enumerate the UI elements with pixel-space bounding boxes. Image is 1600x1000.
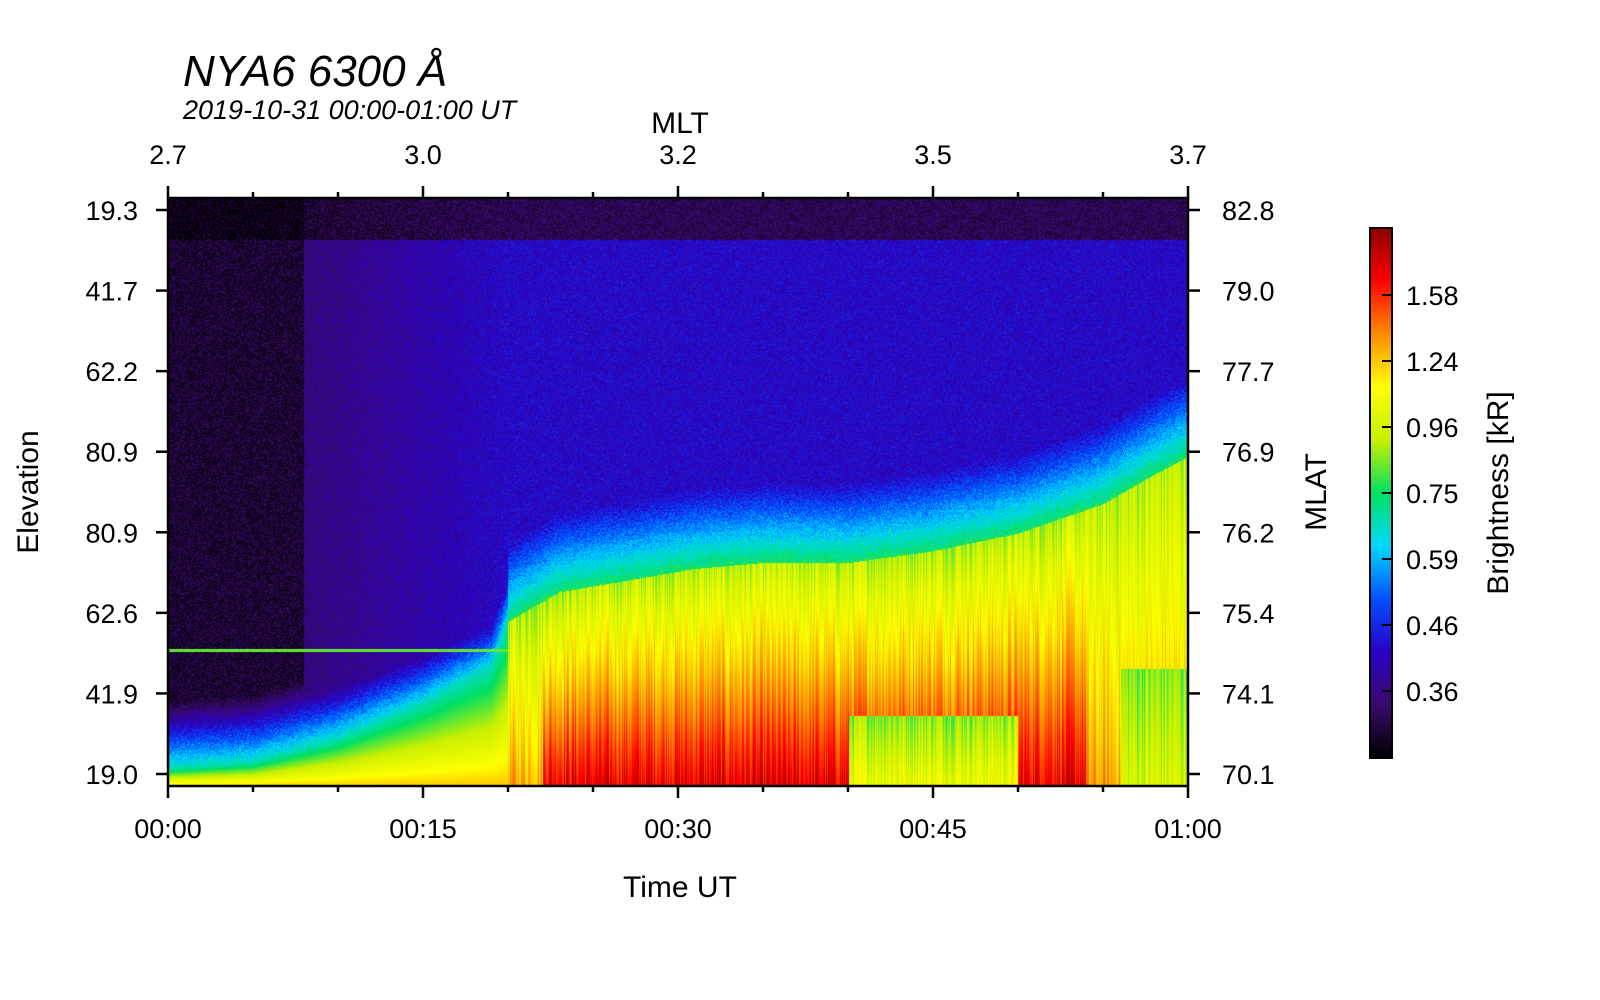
x-top-tick-label: 2.7 <box>149 140 187 170</box>
x-tick-label: 00:15 <box>389 814 457 844</box>
colorbar-ticks: 0.36 0.46 0.59 0.75 0.96 1.24 1.58 <box>1382 281 1459 707</box>
x-tick-label: 01:00 <box>1154 814 1222 844</box>
chart-subtitle: 2019-10-31 00:00-01:00 UT <box>182 95 519 125</box>
colorbar-tick-label: 0.46 <box>1406 611 1459 641</box>
x-top-tick-label: 3.2 <box>659 140 697 170</box>
y-left-tick-label: 19.0 <box>85 760 138 790</box>
colorbar-title: Brightness [kR] <box>1482 391 1515 594</box>
x-top-tick-label: 3.0 <box>404 140 442 170</box>
colorbar-tick-label: 0.96 <box>1406 413 1459 443</box>
y-right-tick-label: 79.0 <box>1222 277 1275 307</box>
colorbar-tick-label: 1.24 <box>1406 347 1459 377</box>
y-right-tick-label: 82.8 <box>1222 196 1275 226</box>
y-right-tick-label: 77.7 <box>1222 357 1275 387</box>
y-right-tick-label: 76.2 <box>1222 518 1275 548</box>
y-left-tick-label: 62.2 <box>85 357 138 387</box>
y-right-tick-label: 74.1 <box>1222 679 1275 709</box>
heatmap-area <box>168 198 1188 786</box>
y-left-tick-label: 41.7 <box>85 277 138 307</box>
y-right-tick-label: 70.1 <box>1222 760 1275 790</box>
y-left-tick-label: 62.6 <box>85 599 138 629</box>
x-tick-label: 00:30 <box>644 814 712 844</box>
colorbar-tick-label: 0.59 <box>1406 545 1459 575</box>
y-left-tick-label: 80.9 <box>85 438 138 468</box>
y-right-tick-label: 75.4 <box>1222 599 1275 629</box>
mlt-axis-title: MLT <box>651 107 709 140</box>
y-right-tick-label: 76.9 <box>1222 438 1275 468</box>
x-tick-label: 00:00 <box>134 814 202 844</box>
y-left-tick-label: 41.9 <box>85 679 138 709</box>
x-top-tick-label: 3.5 <box>914 140 952 170</box>
x-top-tick-label: 3.7 <box>1169 140 1207 170</box>
y-left-tick-label: 80.9 <box>85 518 138 548</box>
colorbar-tick-label: 0.75 <box>1406 479 1459 509</box>
colorbar-tick-label: 1.58 <box>1406 281 1459 311</box>
elevation-axis-title: Elevation <box>12 430 45 553</box>
y-left-tick-label: 19.3 <box>85 196 138 226</box>
axis-ticks: 00:00 2.7 00:15 3.0 00:30 3.2 00:45 3.5 01:00 3.7… <box>85 140 1274 844</box>
mlat-axis-title: MLAT <box>1300 453 1333 531</box>
chart-title: NYA6 6300 Å <box>183 47 447 96</box>
x-tick-label: 00:45 <box>899 814 967 844</box>
time-axis-title: Time UT <box>623 871 737 904</box>
colorbar-tick-label: 0.36 <box>1406 677 1459 707</box>
